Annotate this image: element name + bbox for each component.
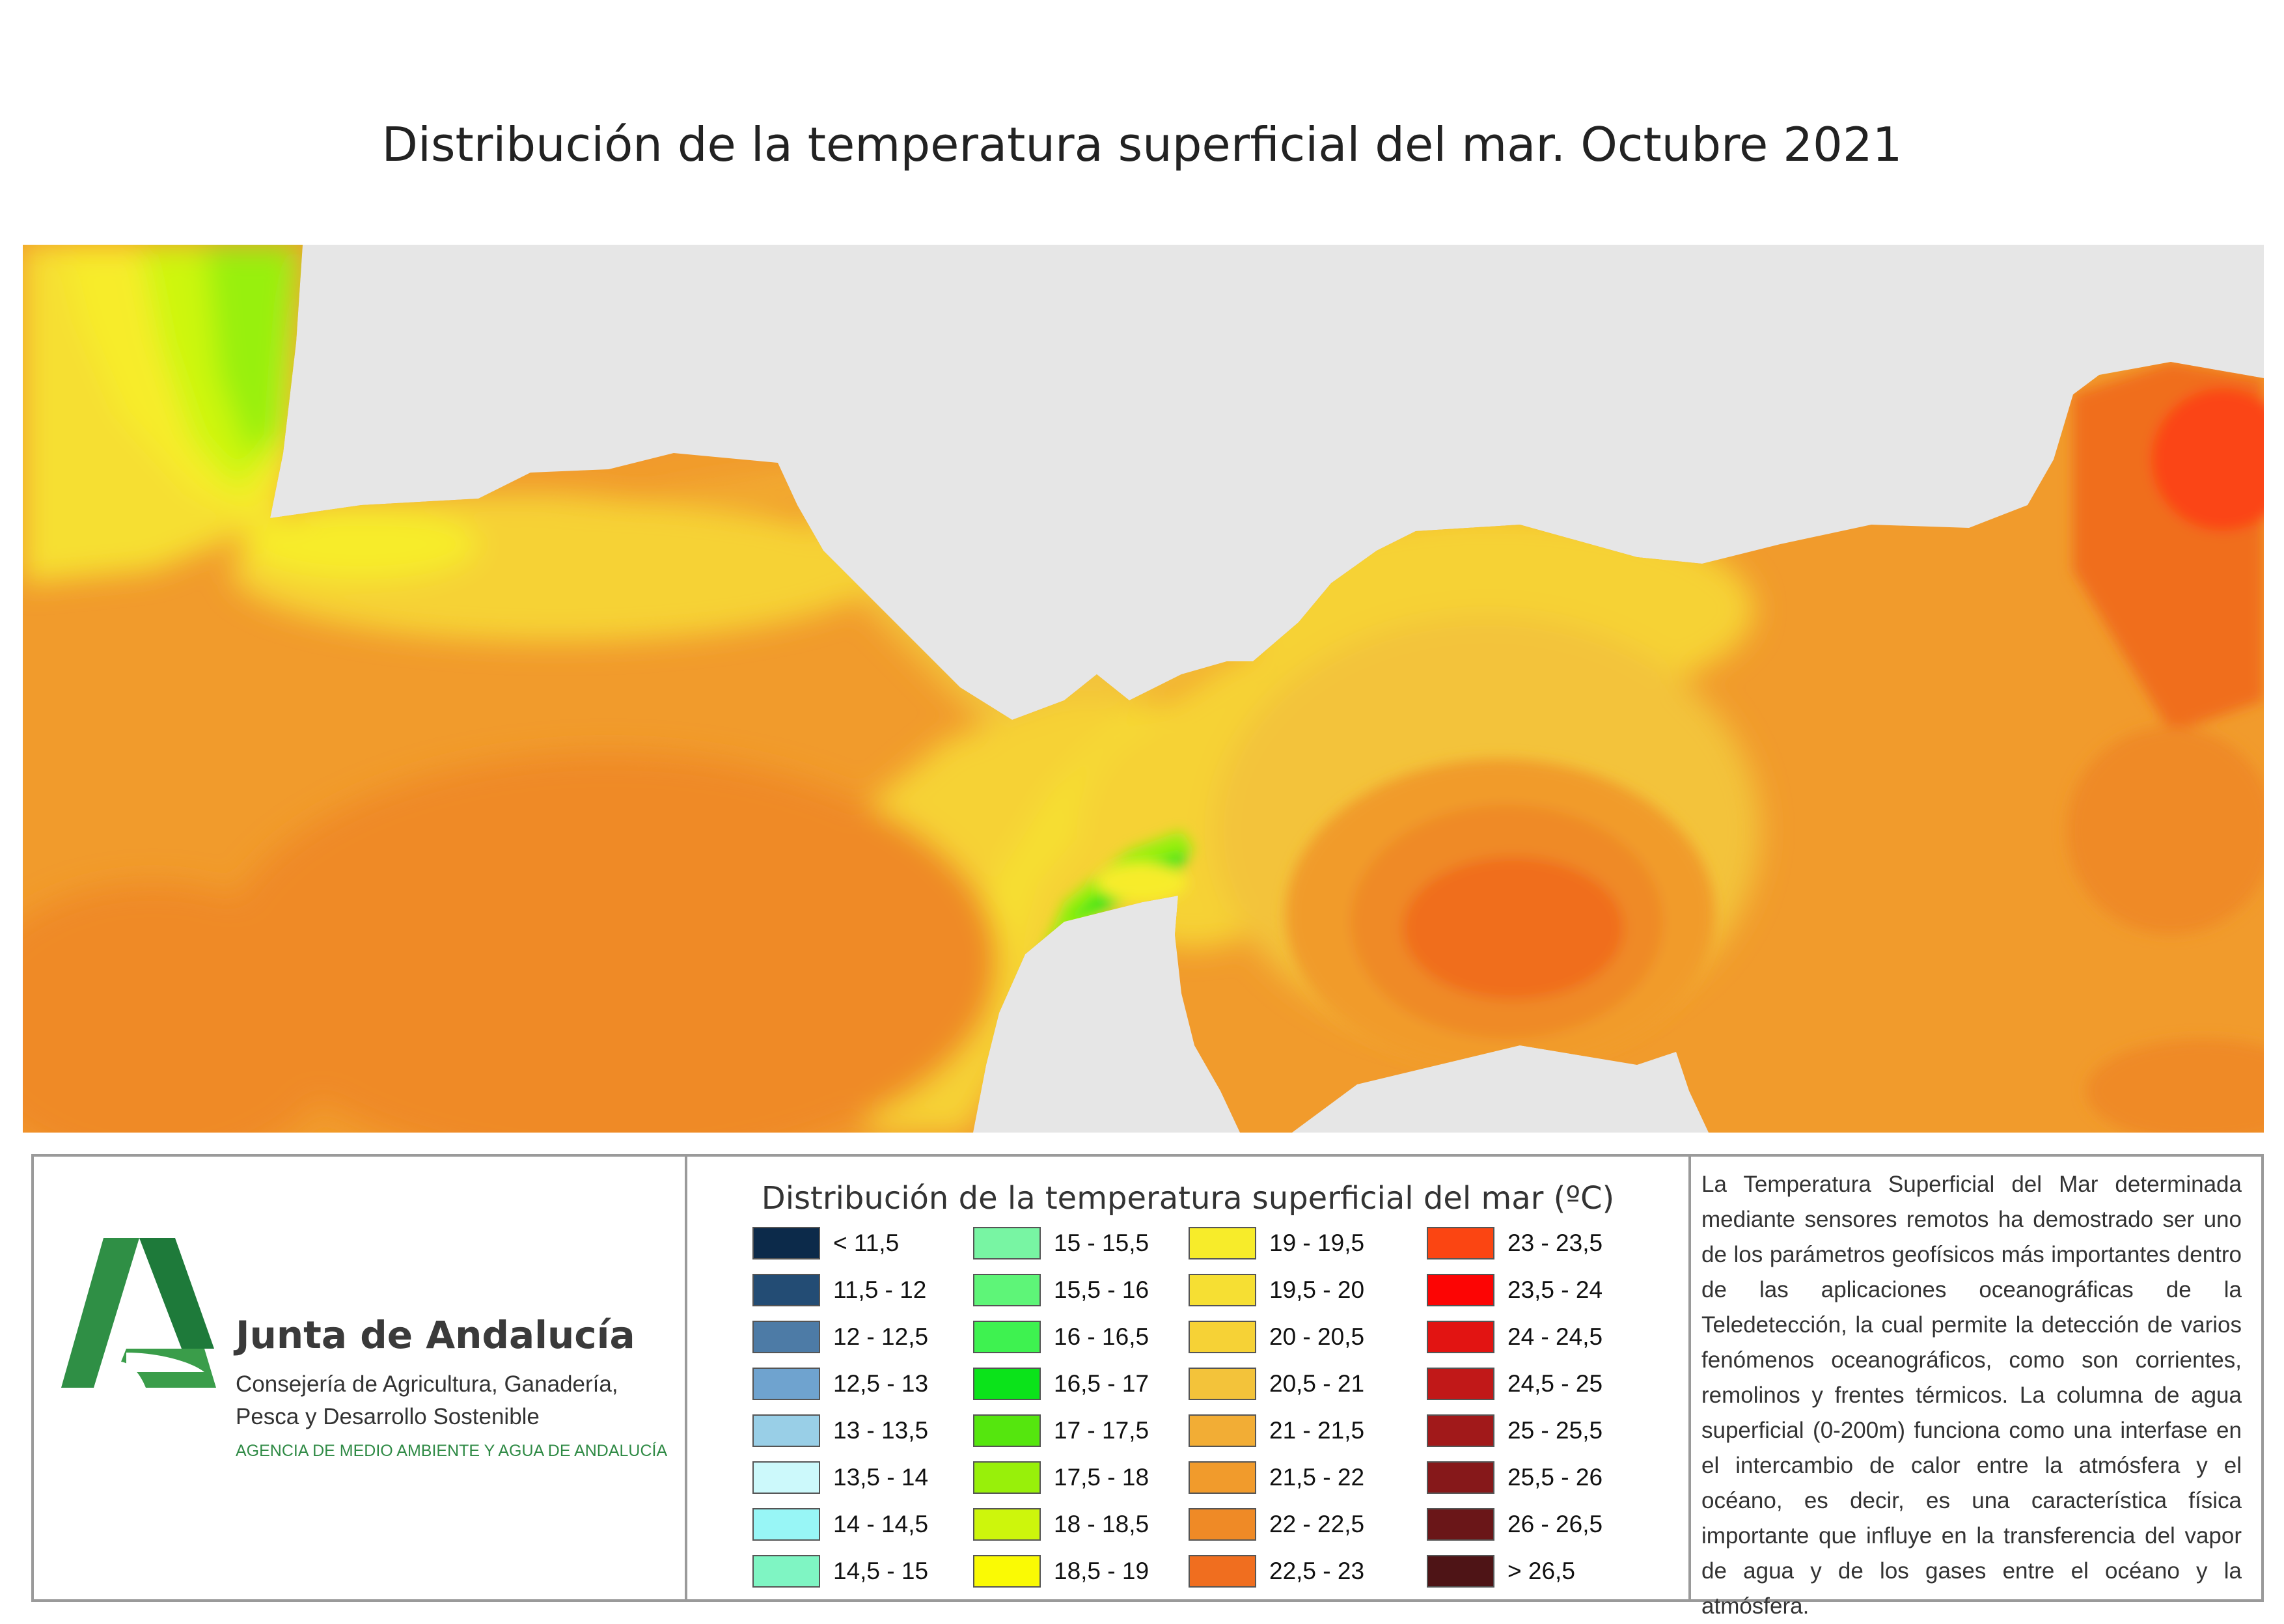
org-agency: AGENCIA DE MEDIO AMBIENTE Y AGUA DE ANDA… (236, 1442, 668, 1460)
legend-swatch (973, 1555, 1041, 1588)
legend-swatch (1427, 1321, 1494, 1353)
legend-swatch (1189, 1274, 1256, 1306)
legend-label: 20 - 20,5 (1269, 1323, 1365, 1350)
legend-label: 22,5 - 23 (1269, 1558, 1365, 1584)
legend-label: 14 - 14,5 (833, 1511, 929, 1537)
legend-swatch (973, 1461, 1041, 1494)
legend-swatch (1427, 1274, 1494, 1306)
legend-swatch (973, 1414, 1041, 1447)
legend-label: 12,5 - 13 (833, 1370, 929, 1397)
legend-label: 23,5 - 24 (1507, 1276, 1603, 1303)
legend-swatch (1189, 1461, 1256, 1494)
legend-label: 18,5 - 19 (1054, 1558, 1149, 1584)
panel-divider (685, 1157, 687, 1599)
legend-swatch (1427, 1508, 1494, 1541)
legend-label: 20,5 - 21 (1269, 1370, 1365, 1397)
legend-label: 18 - 18,5 (1054, 1511, 1149, 1537)
legend-swatch (973, 1508, 1041, 1541)
legend-label: < 11,5 (833, 1230, 900, 1256)
legend-label: 11,5 - 12 (833, 1276, 927, 1303)
legend-swatch (1189, 1368, 1256, 1400)
legend-swatch (1427, 1414, 1494, 1447)
legend-swatch (752, 1461, 820, 1494)
legend-label: 19,5 - 20 (1269, 1276, 1365, 1303)
legend-swatch (1427, 1368, 1494, 1400)
map-title: Distribución de la temperatura superfici… (381, 117, 1903, 172)
legend-swatch (752, 1508, 820, 1541)
org-department-line1: Consejería de Agricultura, Ganadería, (236, 1371, 618, 1397)
org-department-line2: Pesca y Desarrollo Sostenible (236, 1404, 540, 1429)
legend-label: 15 - 15,5 (1054, 1230, 1149, 1256)
org-name: Junta de Andalucía (236, 1313, 635, 1357)
legend-swatch (973, 1321, 1041, 1353)
legend-label: 13 - 13,5 (833, 1417, 929, 1444)
legend-label: 14,5 - 15 (833, 1558, 929, 1584)
legend-label: 21,5 - 22 (1269, 1464, 1365, 1491)
legend-swatch (1189, 1555, 1256, 1588)
legend-swatch (1189, 1414, 1256, 1447)
description-text: La Temperatura Superficial del Mar deter… (1701, 1172, 2242, 1619)
legend-swatch (973, 1227, 1041, 1259)
logo-panel: Junta de Andalucía Consejería de Agricul… (34, 1157, 685, 1599)
map-canvas (23, 245, 2264, 1133)
legend-swatch (1427, 1555, 1494, 1588)
legend-label: 25 - 25,5 (1507, 1417, 1603, 1444)
legend-swatch (752, 1368, 820, 1400)
legend-label: > 26,5 (1507, 1558, 1575, 1584)
panel-divider (1688, 1157, 1691, 1599)
legend-title: Distribución de la temperatura superfici… (761, 1180, 1615, 1217)
legend-label: 19 - 19,5 (1269, 1230, 1365, 1256)
legend-swatch (1427, 1227, 1494, 1259)
legend-label: 17 - 17,5 (1054, 1417, 1149, 1444)
junta-de-andalucia-logo (61, 1238, 216, 1388)
legend-label: 24 - 24,5 (1507, 1323, 1603, 1350)
legend-swatch (1189, 1227, 1256, 1259)
legend-swatch (752, 1227, 820, 1259)
legend-label: 21 - 21,5 (1269, 1417, 1365, 1444)
legend-swatch (752, 1321, 820, 1353)
legend-label: 26 - 26,5 (1507, 1511, 1603, 1537)
legend-swatch (973, 1274, 1041, 1306)
legend-label: 16,5 - 17 (1054, 1370, 1149, 1397)
legend-label: 13,5 - 14 (833, 1464, 929, 1491)
legend-label: 16 - 16,5 (1054, 1323, 1149, 1350)
legend-swatch (1189, 1321, 1256, 1353)
legend-label: 25,5 - 26 (1507, 1464, 1603, 1491)
legend-label: 12 - 12,5 (833, 1323, 929, 1350)
legend-swatch (973, 1368, 1041, 1400)
legend-label: 24,5 - 25 (1507, 1370, 1603, 1397)
info-frame: Junta de Andalucía Consejería de Agricul… (31, 1154, 2264, 1619)
description-panel: La Temperatura Superficial del Mar deter… (1691, 1157, 2264, 1619)
legend-label: 23 - 23,5 (1507, 1230, 1603, 1256)
legend-swatch (1427, 1461, 1494, 1494)
legend-label: 17,5 - 18 (1054, 1464, 1149, 1491)
legend-swatch (752, 1555, 820, 1588)
sea-surface-temperature-map (23, 245, 2264, 1133)
legend-label: 15,5 - 16 (1054, 1276, 1149, 1303)
legend-panel: Distribución de la temperatura superfici… (687, 1157, 1688, 1599)
legend-swatch (752, 1414, 820, 1447)
legend-swatch (752, 1274, 820, 1306)
legend-label: 22 - 22,5 (1269, 1511, 1365, 1537)
legend-swatch (1189, 1508, 1256, 1541)
